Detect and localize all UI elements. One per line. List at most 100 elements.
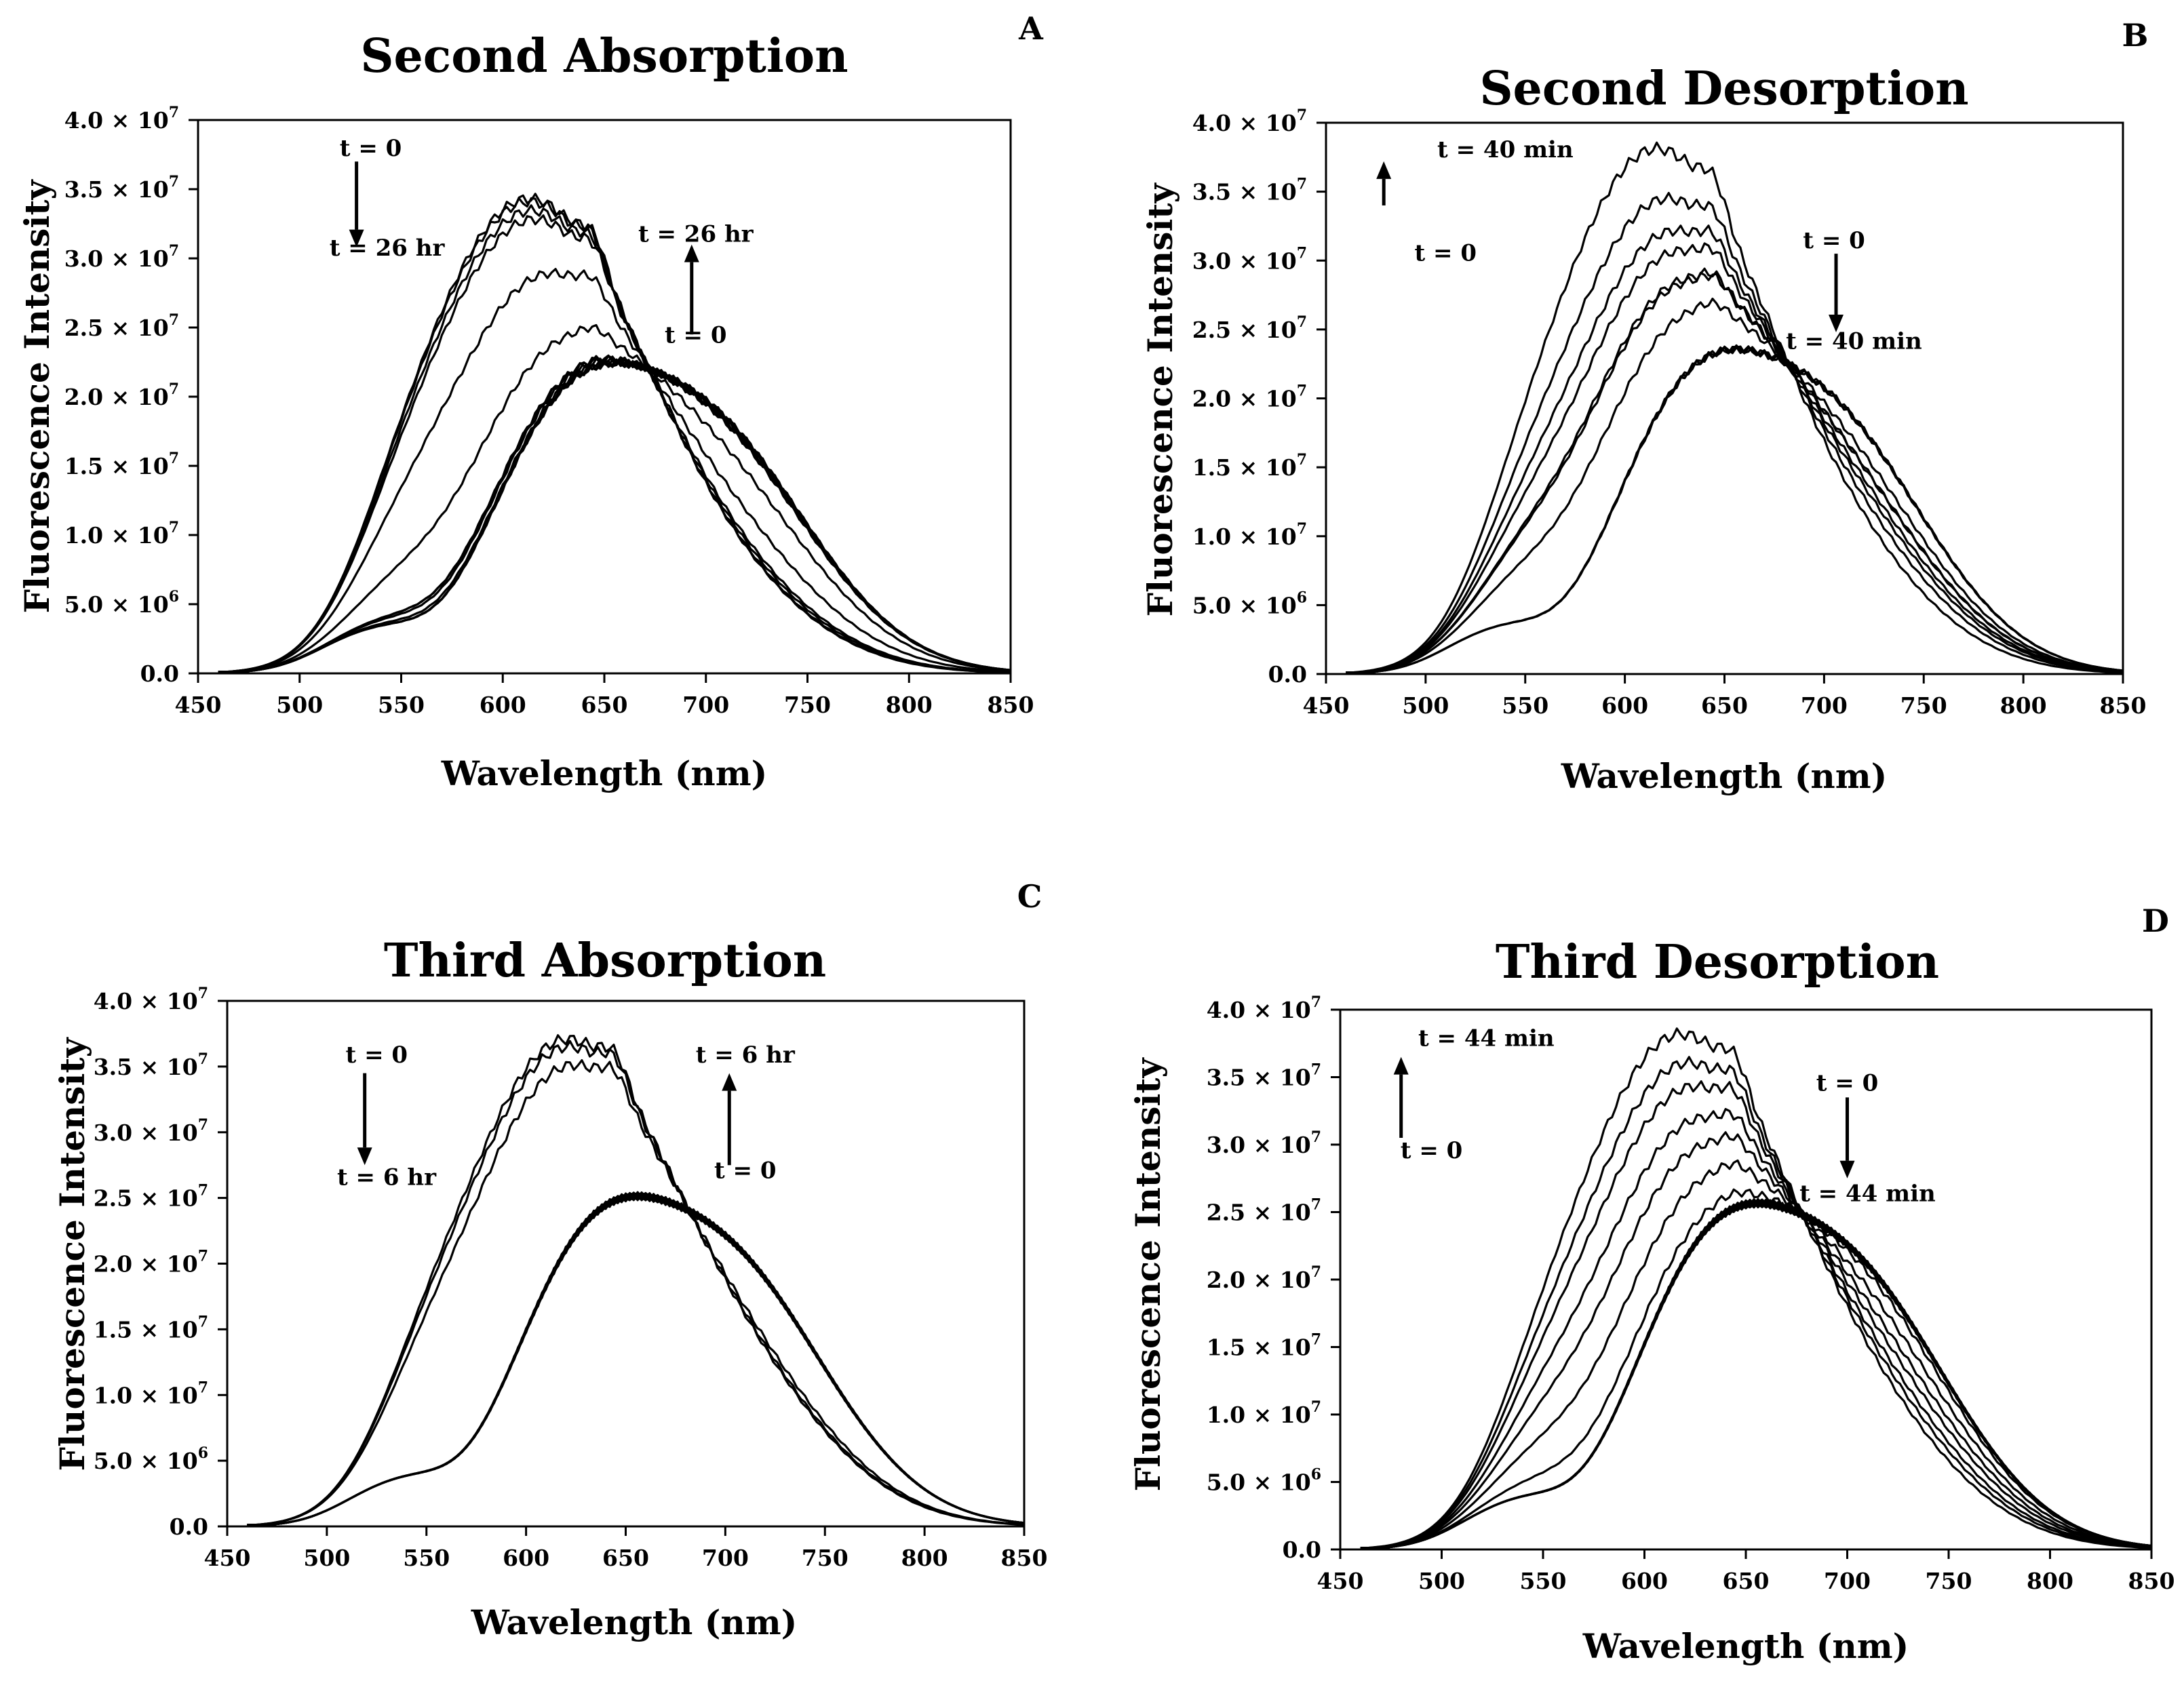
panel-d-spectrum-curve-2 — [1360, 1056, 2152, 1549]
panel-a-y-tick-label: 3.5 × 107 — [64, 173, 179, 203]
panel-c-annotation: t = 6 hr — [696, 1042, 796, 1069]
panel-b-spectrum-curve-2 — [1346, 192, 2124, 674]
panel-c-y-tick-label: 3.0 × 107 — [94, 1116, 208, 1146]
panel-c-x-tick-label: 800 — [901, 1545, 948, 1571]
panel-d-y-tick-label: 0.0 — [1283, 1537, 1321, 1563]
panel-b-y-tick-label: 1.5 × 107 — [1192, 451, 1307, 481]
panel-c-y-tick-label: 2.0 × 107 — [94, 1248, 208, 1278]
panel-d-arrow-head — [1839, 1160, 1855, 1179]
panel-b-arrow-head — [1829, 314, 1844, 332]
panel-d-spectrum-curve-5 — [1360, 1131, 2152, 1549]
panel-a-x-tick-label: 550 — [378, 692, 425, 718]
panel-a-y-tick-label: 1.5 × 107 — [64, 450, 179, 479]
panel-b-y-tick-label: 3.5 × 107 — [1192, 176, 1307, 205]
panel-b-y-tick-label: 1.0 × 107 — [1192, 520, 1307, 550]
panel-b-y-ticks: 0.0 5.0 × 106 1.0 × 107 1.5 × 107 2.0 × 107 2… — [1192, 106, 1326, 688]
panel-d-x-tick-label: 800 — [2027, 1568, 2073, 1594]
panel-d-y-tick-label: 5.0 × 106 — [1207, 1466, 1321, 1496]
panel-d-y-tick-label: 3.5 × 107 — [1207, 1061, 1321, 1091]
panel-b-spectrum-curve-3 — [1346, 224, 2124, 674]
panel-b-spectrum-curve-10 — [1346, 345, 2124, 674]
panel-a-y-tick-label: 1.0 × 107 — [64, 519, 179, 549]
panel-b-spectrum-curve-4 — [1346, 242, 2124, 674]
panel-d-spectrum-curve-7 — [1360, 1188, 2152, 1549]
panel-a-y-tick-label: 5.0 × 106 — [64, 588, 179, 618]
panel-b-annotation: t = 0 — [1803, 227, 1865, 254]
panel-a: Second Absorption A 450 500 550 600 650 700 75… — [17, 10, 1044, 793]
panel-d-y-tick-label: 4.0 × 107 — [1207, 993, 1321, 1023]
panel-c-y-tick-label: 3.5 × 107 — [94, 1050, 208, 1080]
panel-a-y-tick-label: 2.0 × 107 — [64, 380, 179, 410]
panel-c-spectrum-curve-2 — [247, 1040, 1025, 1526]
panel-a-y-ticks: 0.0 5.0 × 106 1.0 × 107 1.5 × 107 2.0 × 107 2… — [64, 104, 198, 687]
panel-a-arrow-head — [349, 229, 364, 248]
panel-d-y-tick-label: 1.0 × 107 — [1207, 1398, 1321, 1428]
panel-c-y-tick-label: 5.0 × 106 — [94, 1444, 208, 1474]
panel-a-x-tick-label: 850 — [988, 692, 1034, 718]
panel-b-x-tick-label: 500 — [1402, 692, 1449, 719]
panel-c-y-tick-label: 1.5 × 107 — [94, 1313, 208, 1343]
panel-b-y-tick-label: 0.0 — [1268, 661, 1307, 688]
panel-b-x-tick-label: 550 — [1502, 692, 1548, 719]
panel-d-x-tick-label: 750 — [1926, 1568, 1972, 1594]
panel-d-y-tick-label: 3.0 × 107 — [1207, 1128, 1321, 1158]
panel-a-x-tick-label: 600 — [480, 692, 526, 718]
panel-b-x-tick-label: 650 — [1701, 692, 1748, 719]
panel-a-annotation: t = 0 — [665, 321, 727, 349]
panel-b-y-tick-label: 2.5 × 107 — [1192, 313, 1307, 343]
panel-a-annotation: t = 26 hr — [638, 221, 754, 248]
panel-a-arrow-head — [684, 244, 699, 262]
panel-d: Third Desorption D 450 500 550 600 650 700 750… — [1128, 903, 2175, 1666]
panel-a-spectrum-curve-5 — [218, 268, 1011, 673]
panel-d-spectrum-curve-3 — [1360, 1080, 2152, 1549]
panel-d-x-tick-label: 700 — [1824, 1568, 1871, 1594]
panel-c-y-tick-label: 4.0 × 107 — [94, 985, 208, 1014]
panel-a-x-tick-label: 450 — [175, 692, 222, 718]
panel-b-curves — [1346, 141, 2124, 674]
panel-c-annotation: t = 6 hr — [337, 1164, 437, 1191]
panel-a-annotation: t = 26 hr — [330, 235, 446, 262]
panel-c-arrow-head — [357, 1147, 372, 1166]
panel-d-title: Third Desorption — [1496, 935, 1939, 989]
panel-a-title: Second Absorption — [360, 29, 848, 83]
panel-a-spectrum-curve-4 — [218, 214, 1011, 673]
panel-c-y-tick-label: 0.0 — [170, 1514, 208, 1540]
panel-c-spectrum-curve-3 — [247, 1059, 1025, 1526]
panel-b-x-tick-label: 600 — [1601, 692, 1648, 719]
panel-b-y-tick-label: 5.0 × 106 — [1192, 589, 1307, 618]
panel-c-title: Third Absorption — [384, 934, 826, 988]
panel-b-x-tick-label: 800 — [2000, 692, 2047, 719]
panel-c-y-tick-label: 2.5 × 107 — [94, 1182, 208, 1212]
panel-d-x-tick-label: 650 — [1723, 1568, 1770, 1594]
panel-a-x-tick-label: 800 — [886, 692, 933, 718]
panel-d-x-axis-label: Wavelength (nm) — [1582, 1626, 1909, 1666]
panel-b-title: Second Desorption — [1479, 62, 1968, 116]
panel-a-y-tick-label: 0.0 — [140, 660, 179, 687]
panel-a-x-tick-label: 650 — [581, 692, 628, 718]
panel-a-annotation: t = 0 — [340, 135, 402, 162]
panel-b-y-tick-label: 2.0 × 107 — [1192, 382, 1307, 412]
panel-d-annotation: t = 0 — [1401, 1137, 1463, 1164]
panel-a-x-ticks: 450 500 550 600 650 700 750 800 850 — [175, 673, 1034, 718]
panel-c-annotation: t = 0 — [346, 1042, 408, 1069]
panel-b-annotation: t = 40 min — [1437, 136, 1574, 163]
panel-b-x-tick-label: 450 — [1303, 692, 1350, 719]
panel-d-y-axis-label: Fluorescence Intensity — [1128, 1057, 1168, 1492]
panel-d-y-tick-label: 2.0 × 107 — [1207, 1263, 1321, 1293]
panel-c-x-tick-label: 750 — [802, 1545, 849, 1571]
panel-a-x-tick-label: 750 — [784, 692, 831, 718]
panel-b-y-axis-label: Fluorescence Intensity — [1140, 182, 1180, 617]
panel-c-y-ticks: 0.0 5.0 × 106 1.0 × 107 1.5 × 107 2.0 × 107 2… — [94, 985, 227, 1540]
panel-d-x-tick-label: 850 — [2128, 1568, 2175, 1594]
panel-b-spectrum-curve-1 — [1346, 141, 2124, 674]
panel-d-arrows — [1393, 1056, 1855, 1179]
panel-b: Second Desorption B 450 500 550 600 650 700 75… — [1140, 17, 2148, 796]
panel-d-x-tick-label: 500 — [1418, 1568, 1465, 1594]
panel-b-x-tick-label: 850 — [2100, 692, 2147, 719]
panel-a-spectrum-curve-13 — [218, 354, 1011, 673]
panel-a-letter: A — [1018, 10, 1044, 47]
panel-b-annotation: t = 40 min — [1786, 328, 1922, 355]
panel-d-annotation: t = 44 min — [1418, 1025, 1555, 1052]
panel-b-arrow-head — [1376, 161, 1392, 179]
